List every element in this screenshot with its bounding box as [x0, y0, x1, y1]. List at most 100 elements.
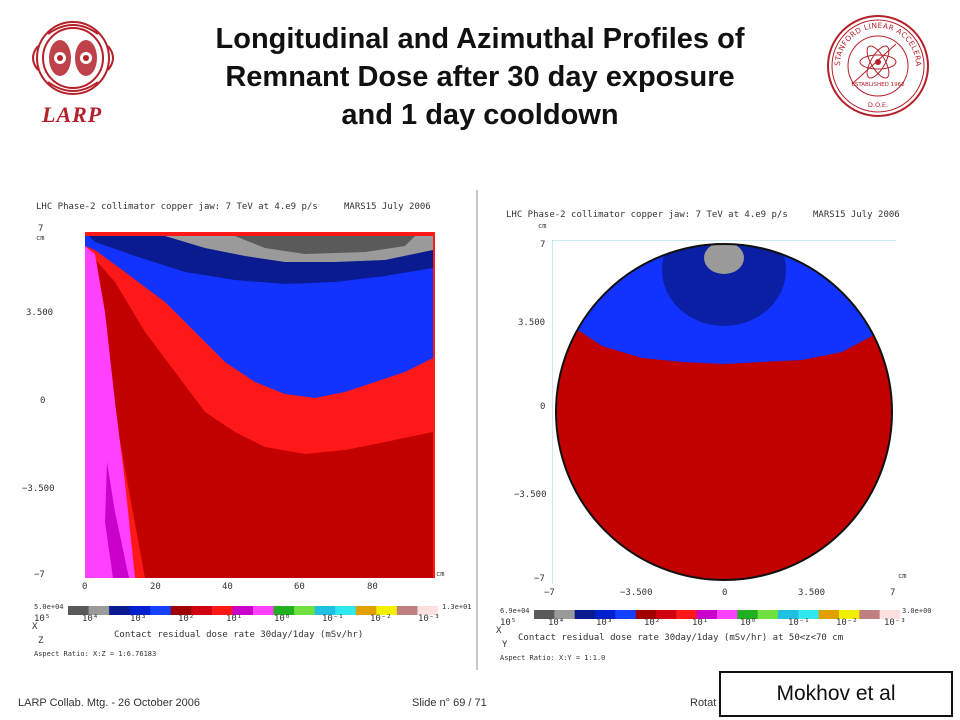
lhc-magnet-logo-icon	[32, 21, 114, 95]
right-scale-labels: 10⁵ 10⁴ 10³ 10² 10¹ 10⁰ 10⁻¹ 10⁻² 10⁻³	[500, 618, 930, 630]
scale-swatch	[170, 606, 192, 615]
left-plot-header: LHC Phase-2 collimator copper jaw: 7 TeV…	[36, 202, 318, 212]
right-scale-label-7: 10⁻¹	[788, 618, 810, 628]
scale-swatch	[191, 606, 213, 615]
scale-swatch	[574, 610, 596, 619]
right-color-scale	[534, 606, 901, 619]
scale-swatch	[635, 610, 657, 619]
left-scale-label-6: 10⁰	[274, 614, 291, 624]
scale-swatch	[314, 606, 336, 615]
right-scale-label-8: 10⁻²	[836, 618, 858, 628]
left-y-tick-3: 0	[40, 396, 46, 406]
right-y-unit: cm	[538, 222, 547, 230]
right-x-tick-4: 3.500	[798, 588, 826, 598]
scale-swatch	[335, 606, 357, 615]
title-line-3: and 1 day cooldown	[341, 99, 619, 131]
panel-divider	[476, 190, 478, 670]
right-plot-header: LHC Phase-2 collimator copper jaw: 7 TeV…	[506, 210, 788, 220]
right-plot-caption: Contact residual dose rate 30day/1day (m…	[518, 633, 844, 643]
left-x-tick-3: 40	[222, 582, 233, 592]
right-scale-min: 6.9e+04	[500, 607, 530, 615]
slide-title: Longitudinal and Azimuthal Profiles of R…	[150, 20, 810, 134]
right-scale-label-2: 10⁴	[548, 618, 565, 628]
right-axis-y-label: Y	[502, 640, 508, 650]
left-scale-labels: 10⁵ 10⁴ 10³ 10² 10¹ 10⁰ 10⁻¹ 10⁻² 10⁻³	[34, 614, 464, 626]
scale-swatch	[253, 606, 274, 615]
left-axis-z-label: Z	[38, 636, 44, 646]
scale-swatch	[273, 606, 295, 615]
title-line-2: Remnant Dose after 30 day exposure	[225, 61, 735, 93]
scale-swatch	[554, 610, 576, 619]
seal-text-doe: D.O.E.	[868, 101, 888, 109]
scale-swatch	[656, 610, 677, 619]
credit-box: Mokhov et al	[719, 671, 953, 717]
scale-swatch	[376, 606, 398, 615]
right-plot-code: MARS15 July 2006	[813, 210, 900, 220]
left-scale-label-3: 10³	[130, 614, 147, 624]
scale-swatch	[68, 606, 89, 615]
left-scale-label-5: 10¹	[226, 614, 243, 624]
scale-swatch	[417, 606, 439, 615]
left-x-tick-4: 60	[294, 582, 305, 592]
left-scale-label-4: 10²	[178, 614, 195, 624]
left-scale-max: 1.3e+01	[442, 603, 472, 611]
left-x-tick-5: 80	[367, 582, 378, 592]
right-y-tick-1: 7	[540, 240, 546, 250]
left-x-tick-2: 20	[150, 582, 161, 592]
slac-seal-icon: STANFORD LINEAR ACCELERATOR CENTER ESTAB…	[823, 7, 929, 117]
right-scale-label-3: 10³	[596, 618, 613, 628]
left-scale-min: 5.0e+04	[34, 603, 64, 611]
left-plot-code: MARS15 July 2006	[344, 202, 431, 212]
larp-logo: LARP	[18, 10, 128, 130]
right-dose-map	[551, 239, 896, 584]
seal-text-established: ESTABLISHED 1962	[851, 82, 904, 88]
right-scale-label-6: 10⁰	[740, 618, 757, 628]
scale-swatch	[534, 610, 555, 619]
footer-slide-number: Slide n° 69 / 71	[412, 697, 487, 709]
scale-swatch	[396, 606, 418, 615]
scale-swatch	[859, 610, 881, 619]
left-aspect-ratio: Aspect Ratio: X:Z = 1:6.76183	[34, 650, 157, 658]
scale-swatch	[778, 610, 799, 619]
scale-swatch	[798, 610, 820, 619]
scale-swatch	[595, 610, 616, 619]
scale-swatch	[211, 606, 233, 615]
left-dose-map	[84, 231, 436, 579]
scale-swatch	[757, 610, 779, 619]
scale-swatch	[879, 610, 901, 619]
azimuthal-dose-plot: LHC Phase-2 collimator copper jaw: 7 TeV…	[478, 190, 936, 670]
scale-swatch	[232, 606, 254, 615]
left-y-tick-4: −3.500	[22, 484, 55, 494]
scale-swatch	[839, 610, 860, 619]
left-scale-label-8: 10⁻²	[370, 614, 392, 624]
right-scale-label-5: 10¹	[692, 618, 709, 628]
left-scale-label-7: 10⁻¹	[322, 614, 344, 624]
footer-speaker: Rotat	[690, 697, 717, 709]
right-axis-x-label: X	[496, 626, 502, 636]
right-y-tick-4: −3.500	[514, 490, 547, 500]
left-x-unit: cm	[436, 570, 445, 578]
scale-swatch	[88, 606, 110, 615]
left-color-scale	[68, 602, 439, 615]
right-x-tick-5: 7	[890, 588, 896, 598]
credit-text: Mokhov et al	[776, 682, 896, 705]
right-scale-label-4: 10²	[644, 618, 661, 628]
right-scale-label-9: 10⁻³	[884, 618, 906, 628]
scale-swatch	[109, 606, 131, 615]
right-x-tick-2: −3.500	[620, 588, 653, 598]
scale-swatch	[717, 610, 738, 619]
scale-swatch	[737, 610, 759, 619]
scale-swatch	[355, 606, 377, 615]
right-scale-max: 3.0e+00	[902, 607, 932, 615]
left-plot-caption: Contact residual dose rate 30day/1day (m…	[114, 630, 364, 640]
left-axis-x-label: X	[32, 622, 38, 632]
left-x-tick-1: 0	[82, 582, 88, 592]
left-scale-label-1: 10⁵	[34, 614, 51, 624]
scale-swatch	[676, 610, 698, 619]
footer-meeting: LARP Collab. Mtg. - 26 October 2006	[18, 697, 201, 709]
scale-swatch	[696, 610, 718, 619]
right-x-tick-3: 0	[722, 588, 728, 598]
right-y-tick-5: −7	[534, 574, 545, 584]
right-y-tick-3: 0	[540, 402, 546, 412]
left-y-tick-1: 7	[38, 224, 44, 234]
